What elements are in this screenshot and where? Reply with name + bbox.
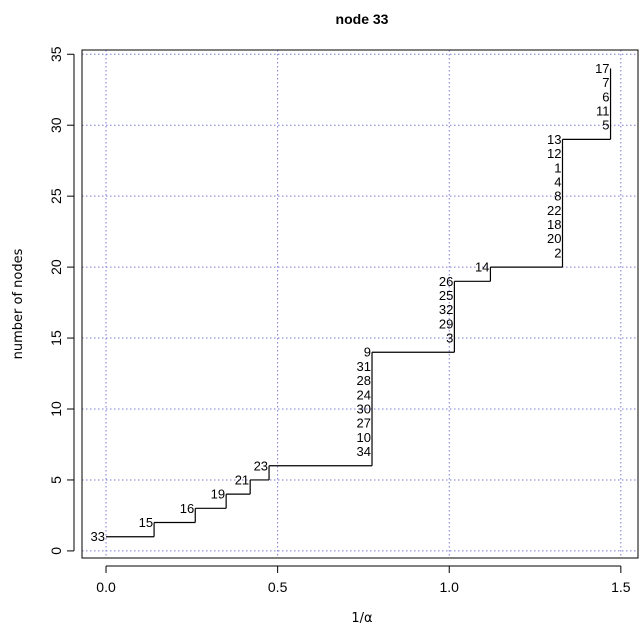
node-label: 20 (547, 231, 561, 246)
node-label: 32 (439, 302, 453, 317)
node-label: 27 (357, 416, 371, 431)
node-label: 11 (596, 104, 610, 119)
node-labels: 3315161921233410273024283193293225261422… (91, 61, 610, 544)
node-label: 3 (446, 331, 453, 346)
series-layer (106, 68, 612, 538)
node-label: 22 (547, 203, 561, 218)
y-tick-label: 10 (48, 401, 64, 417)
node-label: 29 (439, 316, 453, 331)
node-label: 30 (357, 402, 371, 417)
node-label: 24 (357, 387, 371, 402)
grid-lines (82, 50, 638, 558)
node-label: 15 (139, 515, 153, 530)
x-tick-label: 1.5 (611, 579, 631, 595)
node-label: 12 (547, 146, 561, 161)
node-label: 4 (554, 174, 561, 189)
node-label: 5 (602, 118, 609, 133)
node-label: 26 (439, 274, 453, 289)
node-label: 1 (554, 160, 561, 175)
y-tick-label: 5 (48, 476, 64, 484)
y-tick-label: 25 (48, 188, 64, 204)
y-tick-label: 20 (48, 259, 64, 275)
x-axis-label: 1/α (351, 611, 372, 626)
node-label: 34 (357, 444, 371, 459)
y-tick-label: 0 (48, 547, 64, 555)
y-tick-label: 30 (48, 117, 64, 133)
chart-title: node 33 (336, 11, 389, 27)
node-label: 10 (357, 430, 371, 445)
node-label: 33 (91, 529, 105, 544)
y-axis-label: number of nodes (11, 248, 26, 359)
node-label: 31 (357, 359, 371, 374)
node-label: 28 (357, 373, 371, 388)
node-label: 25 (439, 288, 453, 303)
node-label: 16 (180, 501, 194, 516)
y-tick-label: 15 (48, 330, 64, 346)
node-label: 2 (554, 245, 561, 260)
node-label: 9 (364, 345, 371, 360)
node-label: 7 (602, 75, 609, 90)
node-label: 19 (211, 487, 225, 502)
node-label: 13 (547, 132, 561, 147)
node-label: 14 (475, 260, 489, 275)
node-label: 17 (595, 61, 609, 76)
node-label: 18 (547, 217, 561, 232)
node-label: 21 (235, 472, 249, 487)
y-tick-label: 35 (48, 46, 64, 62)
plot-frame (81, 49, 639, 559)
x-tick-label: 0.5 (268, 579, 288, 595)
node-label: 8 (554, 189, 561, 204)
node-label: 23 (254, 458, 268, 473)
x-tick-label: 0.0 (96, 579, 116, 595)
node-label: 6 (602, 89, 609, 104)
x-tick-label: 1.0 (440, 579, 460, 595)
